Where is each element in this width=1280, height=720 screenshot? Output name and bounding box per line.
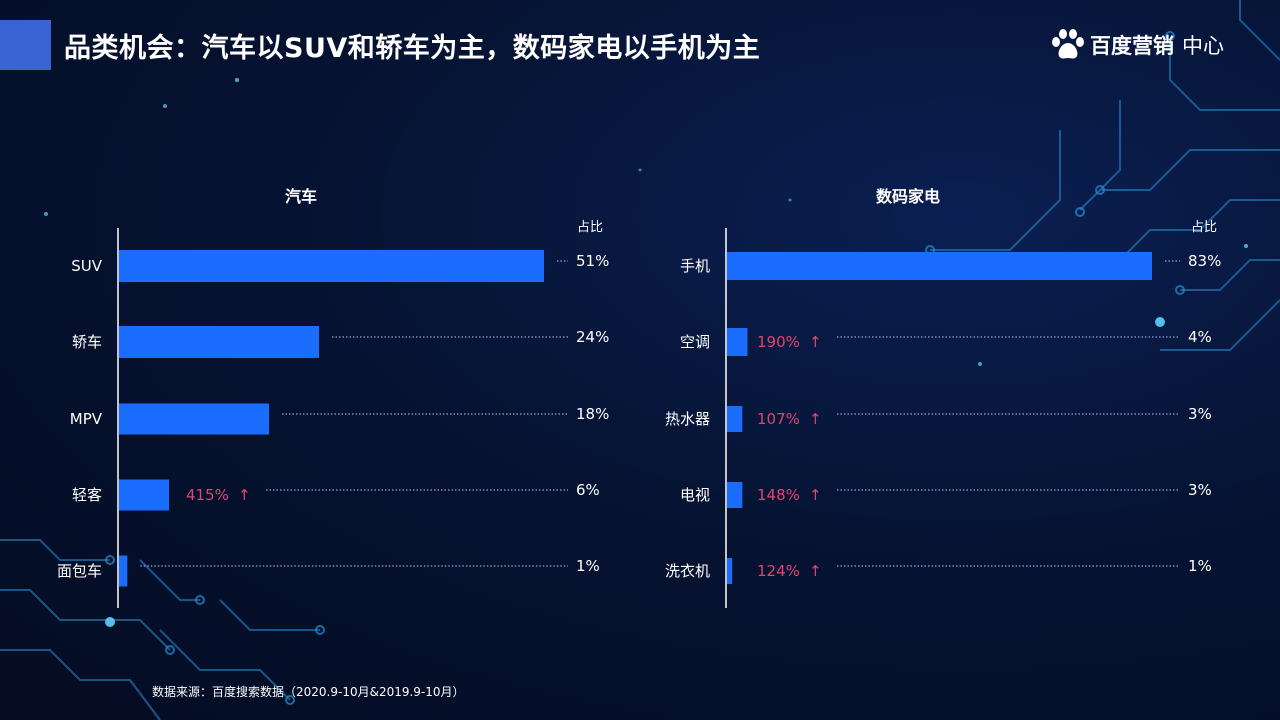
digital-growth-label: 190% — [757, 333, 800, 351]
digital-value-label: 4% — [1188, 328, 1212, 346]
digital-growth-label: 107% — [757, 410, 800, 428]
digital-growth-label: 148% — [757, 486, 800, 504]
car-growth-label: 415% — [186, 486, 229, 504]
car-bar — [119, 479, 169, 511]
digital-bar — [727, 252, 1152, 280]
digital-value-header: 占比 — [1191, 220, 1217, 235]
car-value-label: 51% — [576, 252, 609, 270]
data-source-footnote: 数据来源：百度搜索数据（2020.9-10月&2019.9-10月） — [152, 685, 465, 699]
digital-bar — [727, 328, 748, 356]
car-value-header: 占比 — [577, 220, 603, 235]
logo-brand-text: 百度营销 — [1090, 34, 1174, 58]
car-category-label: MPV — [70, 410, 103, 428]
car-bar — [119, 326, 319, 358]
digital-category-label: 手机 — [680, 257, 710, 275]
up-arrow-icon: ↑ — [238, 486, 251, 504]
up-arrow-icon: ↑ — [809, 333, 822, 351]
digital-chart-title: 数码家电 — [876, 187, 940, 206]
page-title: 品类机会：汽车以SUV和轿车为主，数码家电以手机为主 — [64, 33, 761, 64]
digital-growth-label: 124% — [757, 562, 800, 580]
car-value-label: 24% — [576, 328, 609, 346]
brand-logo: 百度营销 中心 — [1050, 28, 1224, 62]
digital-value-label: 3% — [1188, 405, 1212, 423]
digital-bar — [727, 482, 743, 508]
car-category-label: SUV — [71, 257, 103, 275]
baidu-paw-icon — [1052, 29, 1084, 59]
car-chart-title: 汽车 — [285, 187, 317, 206]
car-value-label: 18% — [576, 405, 609, 423]
car-value-label: 1% — [576, 557, 600, 575]
digital-value-label: 3% — [1188, 481, 1212, 499]
up-arrow-icon: ↑ — [809, 562, 822, 580]
digital-category-label: 热水器 — [665, 410, 710, 428]
digital-category-label: 电视 — [680, 486, 710, 504]
digital-category-label: 空调 — [680, 333, 710, 351]
up-arrow-icon: ↑ — [809, 486, 822, 504]
digital-category-label: 洗衣机 — [665, 562, 710, 580]
car-value-label: 6% — [576, 481, 600, 499]
car-category-label: 面包车 — [57, 562, 102, 580]
title-accent-bar — [0, 20, 51, 70]
digital-bar — [727, 558, 733, 584]
digital-bar — [727, 406, 743, 432]
car-category-label: 轻客 — [72, 486, 102, 504]
car-category-label: 轿车 — [72, 333, 102, 351]
digital-value-label: 83% — [1188, 252, 1221, 270]
logo-sub-text: 中心 — [1182, 34, 1224, 58]
car-bar — [119, 555, 128, 587]
digital-value-label: 1% — [1188, 557, 1212, 575]
up-arrow-icon: ↑ — [809, 410, 822, 428]
car-bar — [119, 250, 544, 282]
car-bar — [119, 403, 269, 435]
